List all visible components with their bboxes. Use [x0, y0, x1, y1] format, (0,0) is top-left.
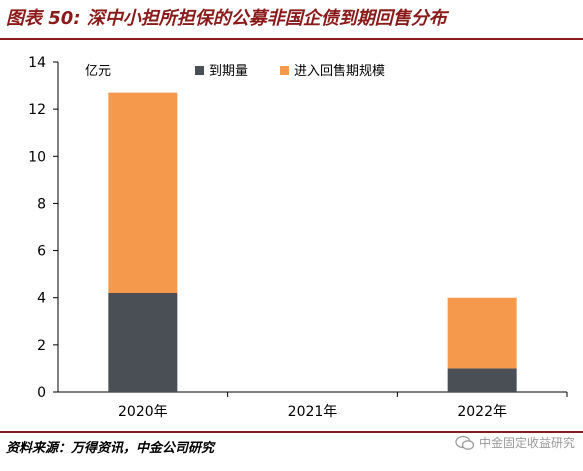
y-tick-label: 12	[28, 102, 46, 118]
source-note: 资料来源：万得资讯，中金公司研究	[6, 441, 215, 456]
bar-putback	[447, 297, 517, 369]
x-tick-label: 2020年	[118, 404, 168, 420]
y-tick-label: 14	[28, 55, 46, 71]
wechat-icon	[455, 435, 475, 451]
legend-swatch	[280, 66, 289, 75]
watermark-label: 中金固定收益研究	[478, 436, 575, 450]
y-tick-label: 4	[37, 291, 46, 307]
chart: 0 2 4 6 8 10 12 14 亿元 2020年 2021年 2022年 到期量 进入回售期规模	[28, 55, 568, 420]
bar-maturity	[108, 293, 178, 392]
x-tick-label: 2021年	[288, 404, 338, 420]
footer-rule	[0, 431, 583, 433]
y-tick-label: 2	[37, 338, 46, 354]
x-tick-label: 2022年	[457, 404, 507, 420]
bar-maturity	[447, 368, 517, 392]
y-tick-label: 8	[37, 196, 46, 212]
bar-putback	[108, 92, 178, 293]
y-tick-label: 0	[37, 385, 46, 401]
y-tick-label: 6	[37, 244, 46, 260]
legend-swatch	[195, 66, 204, 75]
chart-title: 图表 50: 深中小担所担保的公募非国企债到期回售分布	[6, 8, 447, 29]
watermark: 中金固定收益研究	[455, 434, 575, 451]
y-tick-label: 10	[28, 149, 46, 165]
y-axis-unit-label: 亿元	[85, 64, 111, 79]
legend-label: 进入回售期规模	[294, 63, 385, 79]
title-rule	[0, 38, 583, 40]
legend-label: 到期量	[209, 64, 248, 79]
